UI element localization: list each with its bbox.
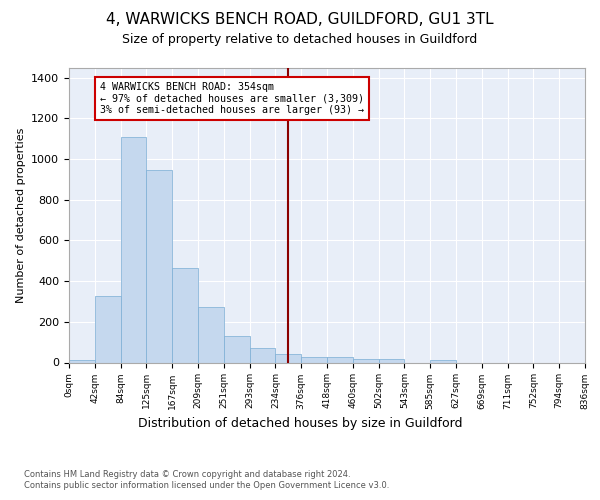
Bar	[146, 170, 172, 362]
Bar	[353, 359, 379, 362]
Text: Contains public sector information licensed under the Open Government Licence v3: Contains public sector information licen…	[24, 481, 389, 490]
Bar	[250, 348, 275, 362]
Bar	[327, 358, 353, 362]
Bar	[301, 358, 327, 362]
Text: Contains HM Land Registry data © Crown copyright and database right 2024.: Contains HM Land Registry data © Crown c…	[24, 470, 350, 479]
Bar	[69, 360, 95, 362]
Text: Size of property relative to detached houses in Guildford: Size of property relative to detached ho…	[122, 32, 478, 46]
Bar	[172, 268, 198, 362]
Bar	[198, 306, 224, 362]
Bar	[121, 136, 146, 362]
Bar	[275, 354, 301, 362]
Y-axis label: Number of detached properties: Number of detached properties	[16, 128, 26, 302]
Bar	[430, 360, 456, 362]
Text: 4, WARWICKS BENCH ROAD, GUILDFORD, GU1 3TL: 4, WARWICKS BENCH ROAD, GUILDFORD, GU1 3…	[106, 12, 494, 28]
Text: 4 WARWICKS BENCH ROAD: 354sqm
← 97% of detached houses are smaller (3,309)
3% of: 4 WARWICKS BENCH ROAD: 354sqm ← 97% of d…	[100, 82, 364, 115]
Text: Distribution of detached houses by size in Guildford: Distribution of detached houses by size …	[138, 418, 462, 430]
Bar	[379, 359, 404, 362]
Bar	[95, 296, 121, 362]
Bar	[224, 336, 250, 362]
